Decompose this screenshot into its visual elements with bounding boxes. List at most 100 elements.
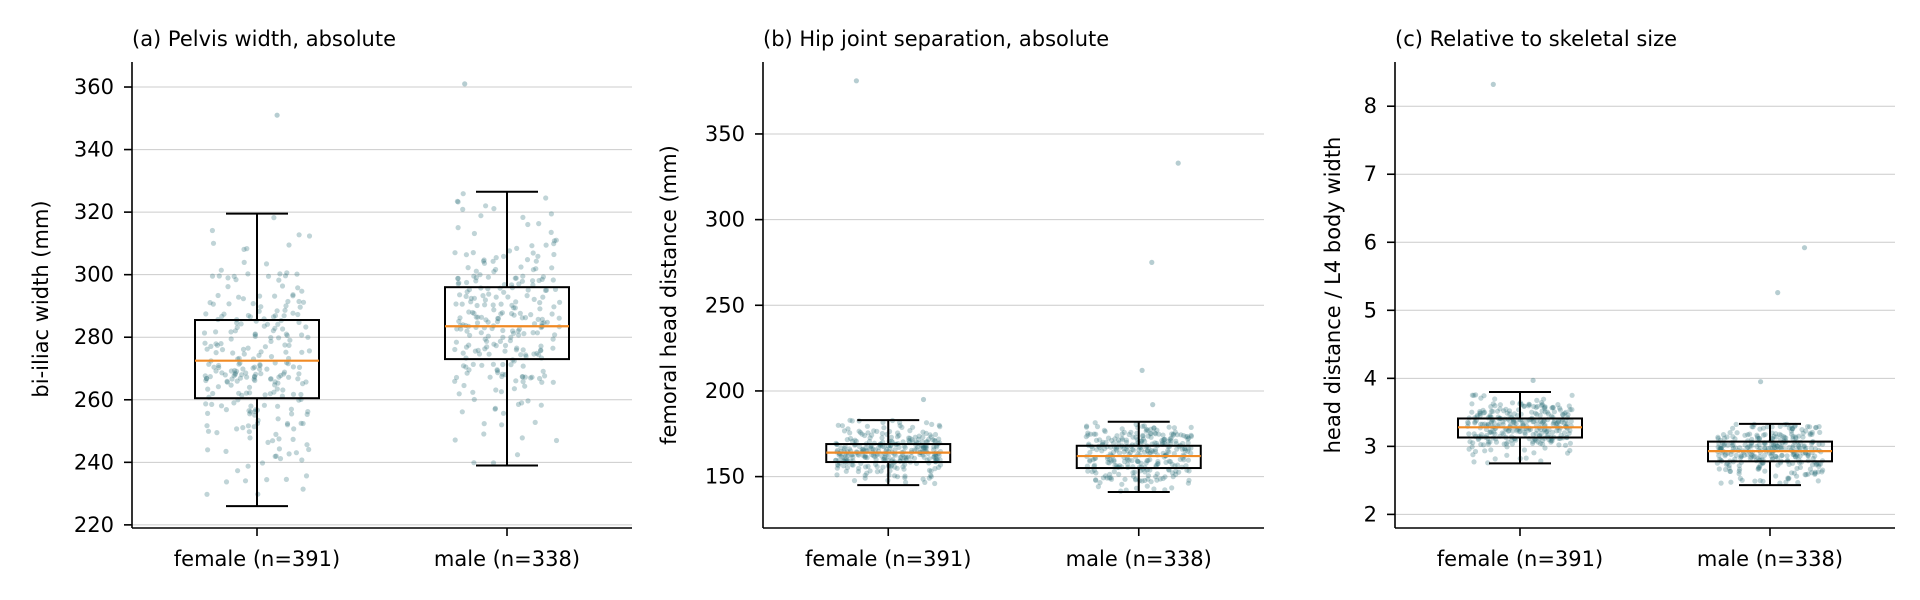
data-point	[862, 452, 868, 459]
data-point	[1566, 403, 1572, 409]
data-point	[1093, 431, 1099, 437]
data-point	[911, 455, 918, 461]
data-point	[1162, 474, 1168, 480]
data-point	[203, 377, 209, 384]
data-point	[844, 437, 850, 443]
data-point	[894, 465, 900, 471]
data-point	[916, 436, 922, 442]
data-point	[1732, 436, 1738, 442]
data-point	[1173, 471, 1179, 477]
data-point	[892, 447, 898, 453]
data-point	[1744, 445, 1750, 451]
data-point	[258, 304, 264, 310]
data-point	[1148, 479, 1154, 485]
data-point	[499, 310, 505, 316]
data-point	[1501, 441, 1507, 447]
data-point	[1172, 429, 1178, 435]
data-point	[860, 446, 866, 452]
box-iqr	[444, 286, 570, 361]
data-point	[897, 454, 903, 460]
data-point	[1090, 445, 1096, 452]
data-point	[897, 420, 903, 426]
data-point	[1738, 454, 1744, 460]
data-point	[1565, 450, 1571, 456]
gridlines	[132, 86, 632, 526]
data-point	[538, 347, 544, 353]
data-point	[550, 336, 556, 342]
data-point	[896, 444, 902, 450]
data-point	[1188, 432, 1194, 438]
data-point	[1186, 477, 1192, 483]
data-point	[1542, 404, 1548, 410]
data-point	[1796, 443, 1802, 449]
data-point	[1488, 408, 1494, 414]
data-point	[204, 375, 210, 382]
y-tick-label: 240	[74, 450, 114, 474]
data-point	[1093, 470, 1099, 476]
data-point	[511, 312, 517, 318]
data-point	[1756, 435, 1762, 442]
data-point	[520, 347, 526, 353]
data-point	[1123, 446, 1129, 452]
data-point	[205, 410, 211, 416]
data-point	[874, 469, 881, 475]
data-point	[244, 374, 250, 380]
data-point	[470, 361, 476, 367]
data-point	[263, 261, 270, 267]
data-point	[1114, 447, 1120, 453]
data-point	[500, 334, 506, 340]
data-point	[1169, 431, 1175, 437]
data-point	[1186, 468, 1192, 474]
data-point	[1782, 435, 1788, 441]
data-point	[902, 445, 908, 451]
data-point	[234, 426, 240, 432]
data-point	[932, 480, 938, 487]
data-point	[513, 275, 519, 281]
data-point	[210, 390, 216, 397]
data-point	[863, 445, 869, 451]
data-point	[933, 454, 939, 460]
data-point	[509, 311, 515, 317]
data-point	[474, 302, 480, 309]
data-point	[871, 428, 877, 434]
data-point	[1122, 476, 1128, 482]
data-point	[1801, 444, 1807, 450]
data-point	[1803, 428, 1809, 434]
data-point	[456, 280, 462, 286]
data-point	[1099, 448, 1105, 454]
data-point	[204, 423, 210, 429]
data-point	[1503, 441, 1509, 447]
data-point	[903, 455, 909, 461]
data-point	[1487, 429, 1493, 436]
data-point	[1538, 421, 1544, 427]
data-point	[1729, 443, 1735, 449]
data-point	[927, 432, 933, 438]
data-point	[1144, 458, 1150, 464]
data-point	[284, 420, 291, 427]
data-point	[477, 272, 483, 278]
data-point	[1178, 432, 1184, 438]
data-point	[272, 325, 278, 331]
data-point	[470, 389, 476, 395]
data-point	[515, 401, 522, 407]
data-point	[1788, 428, 1794, 434]
data-point	[1769, 446, 1775, 452]
data-point	[910, 424, 916, 430]
data-point	[1792, 423, 1798, 429]
data-point	[1478, 432, 1485, 438]
x-axis-ticks: female (n=391) male (n=338)	[805, 528, 1212, 571]
data-point	[841, 463, 847, 469]
data-point	[1111, 457, 1117, 463]
data-point	[1133, 421, 1139, 427]
data-point	[1163, 459, 1169, 465]
data-point	[1491, 419, 1497, 426]
data-point	[1726, 462, 1732, 469]
data-point	[1106, 475, 1113, 481]
data-point	[856, 452, 862, 458]
data-point	[475, 347, 481, 353]
data-point	[1531, 403, 1537, 410]
data-point	[1103, 439, 1109, 445]
data-point	[1478, 441, 1484, 448]
data-point	[1510, 418, 1517, 424]
data-point	[1805, 453, 1811, 459]
